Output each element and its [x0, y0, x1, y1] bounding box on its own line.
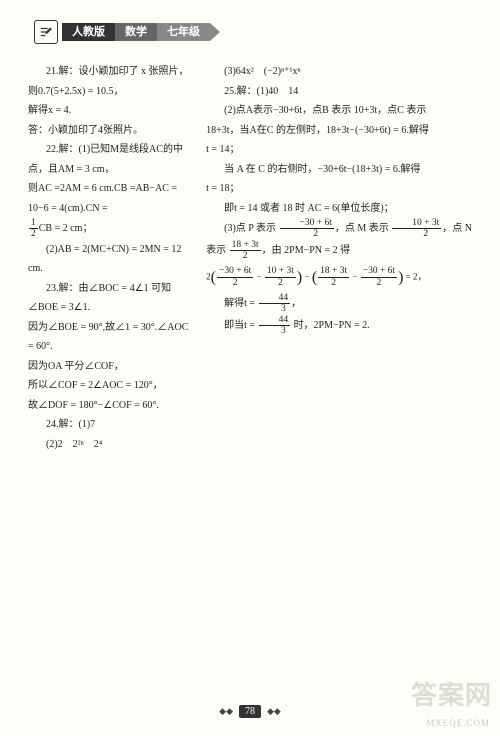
- header-bar: 人教版 数学 七年级: [62, 23, 220, 41]
- q22-line: 22.解：(1)已知M是线段AC的中点，且AM = 3 cm，: [28, 140, 194, 179]
- frac-den: 2: [241, 251, 250, 261]
- q23-line3: 因为OA 平分∠COF，: [28, 357, 194, 377]
- frac-num: −30 + 6t: [280, 218, 334, 229]
- q22-part2: (2)AB = 2(MC+CN) = 2MN = 12 cm.: [28, 240, 194, 279]
- text: ，点 M 表示: [335, 223, 391, 234]
- q22-calc: 则AC =2AM = 6 cm.CB =AB−AC = 10−6 = 4(cm)…: [28, 179, 194, 218]
- lparen: (: [211, 269, 216, 286]
- frac-eq4: −30 + 6t2: [361, 266, 397, 288]
- frac-443: 443: [259, 293, 291, 315]
- text: 解得t =: [224, 298, 257, 309]
- frac-num: 18 + 3t: [318, 266, 349, 277]
- frac-num: 44: [259, 315, 291, 326]
- q21-eq: 则0.7(5+2.5x) = 10.5，: [28, 82, 194, 102]
- q25-p2-b: 18+3t，当A在C 的左侧时，18+3t−(−30+6t) = 6.解得: [206, 121, 472, 141]
- q24-line2: (2)2 2²ⁿ 2⁴: [28, 435, 194, 455]
- q25-p2-c: t = 14；: [206, 140, 472, 160]
- frac-den: 2: [231, 278, 240, 288]
- text: 即当t =: [224, 320, 257, 331]
- q25-p3-a: (3)点 P 表示 −30 + 6t2，点 M 表示 10 + 3t2，点 N: [206, 218, 472, 240]
- text: = 2，: [403, 271, 426, 281]
- frac-den: 3: [261, 304, 288, 314]
- lparen2: (: [312, 269, 317, 286]
- q25-p2-e: t = 18；: [206, 179, 472, 199]
- text: −: [350, 271, 360, 281]
- q25-p2-a: (2)点A表示−30+6t，点B 表示 10+3t，点C 表示: [206, 101, 472, 121]
- text: −: [254, 271, 264, 281]
- frac-den: 2: [276, 278, 285, 288]
- header-seg-subject: 数学: [115, 23, 157, 41]
- frac-den: 2: [293, 229, 320, 239]
- left-column: 21.解：设小颖加印了 x 张照片， 则0.7(5+2.5x) = 10.5， …: [28, 62, 194, 454]
- q21-line: 21.解：设小颖加印了 x 张照片，: [28, 62, 194, 82]
- frac-num: −30 + 6t: [361, 266, 397, 277]
- frac-m: 10 + 3t2: [392, 218, 441, 240]
- q22-frac-line: 12CB = 2 cm；: [28, 218, 194, 240]
- notes-icon: [34, 20, 58, 44]
- header-seg-grade: 七年级: [157, 23, 210, 41]
- frac-half: 12: [29, 218, 38, 240]
- right-column: (3)64x² (−2)ⁿ⁺¹xⁿ 25.解：(1)40 14 (2)点A表示−…: [206, 62, 472, 454]
- frac-den: 2: [375, 278, 384, 288]
- frac-den: 2: [403, 229, 430, 239]
- q25-p2-f: 即t = 14 或者 18 时 AC = 6(单位长度)；: [206, 199, 472, 219]
- text: −: [302, 271, 312, 281]
- q25-solve: 解得t = 443，: [206, 293, 472, 315]
- frac-443b: 443: [259, 315, 291, 337]
- frac-num: −30 + 6t: [217, 266, 253, 277]
- q23-line1: 23.解：由∠BOC = 4∠1 可知∠BOE = 3∠1.: [28, 279, 194, 318]
- q25-p3-b: 表示 18 + 3t2，由 2PM−PN = 2 得: [206, 240, 472, 262]
- q23-line4: 所以∠COF = 2∠AOC = 120°，: [28, 376, 194, 396]
- frac-num: 18 + 3t: [230, 240, 261, 251]
- q23-line5: 故∠DOF = 180°−∠COF = 60°.: [28, 396, 194, 416]
- watermark-main: 答案网: [411, 675, 492, 712]
- frac-eq1: −30 + 6t2: [217, 266, 253, 288]
- watermark-url: MXEQE.COM: [426, 718, 490, 728]
- q22-tail: CB = 2 cm；: [39, 223, 93, 234]
- footer-deco-right: ◆◆: [267, 706, 281, 717]
- frac-eq3: 18 + 3t2: [318, 266, 349, 288]
- q24-line1: 24.解：(1)7: [28, 415, 194, 435]
- text: 表示: [206, 245, 229, 256]
- q21-solve: 解得x = 4.: [28, 101, 194, 121]
- text: ，: [291, 298, 301, 309]
- frac-num: 44: [259, 293, 291, 304]
- frac-n: 18 + 3t2: [230, 240, 261, 262]
- text: ，由 2PM−PN = 2 得: [262, 245, 351, 256]
- frac-den: 2: [329, 278, 338, 288]
- q25-p2-d: 当 A 在 C 的右侧时，−30+6t−(18+3t) = 6.解得: [206, 160, 472, 180]
- q21-answer: 答：小颖加印了4张照片。: [28, 121, 194, 141]
- text: ，点 N: [442, 223, 472, 234]
- text: (3)点 P 表示: [224, 223, 278, 234]
- frac-den: 2: [29, 229, 38, 239]
- footer-deco-left: ◆◆: [219, 706, 233, 717]
- q25-part1: 25.解：(1)40 14: [206, 82, 472, 102]
- pencil-lines-icon: [39, 25, 53, 39]
- frac-num: 10 + 3t: [265, 266, 296, 277]
- text: 时，2PM−PN = 2.: [291, 320, 370, 331]
- page-number: 78: [239, 705, 261, 718]
- frac-eq2: 10 + 3t2: [265, 266, 296, 288]
- page-header: 人教版 数学 七年级: [34, 20, 472, 44]
- q25-big-eq: 2(−30 + 6t2 − 10 + 3t2) − (18 + 3t2 − −3…: [206, 262, 472, 293]
- frac-num: 1: [29, 218, 38, 229]
- frac-num: 10 + 3t: [392, 218, 441, 229]
- content-area: 21.解：设小颖加印了 x 张照片， 则0.7(5+2.5x) = 10.5， …: [28, 62, 472, 454]
- header-seg-edition: 人教版: [62, 23, 115, 41]
- q24-part3: (3)64x² (−2)ⁿ⁺¹xⁿ: [206, 62, 472, 82]
- header-arrow-tail: [210, 23, 220, 41]
- q25-final: 即当t = 443 时，2PM−PN = 2.: [206, 315, 472, 337]
- frac-p: −30 + 6t2: [280, 218, 334, 240]
- q23-line2: 因为∠BOE = 90°,故∠1 = 30°.∠AOC = 60°.: [28, 318, 194, 357]
- frac-den: 3: [261, 326, 288, 336]
